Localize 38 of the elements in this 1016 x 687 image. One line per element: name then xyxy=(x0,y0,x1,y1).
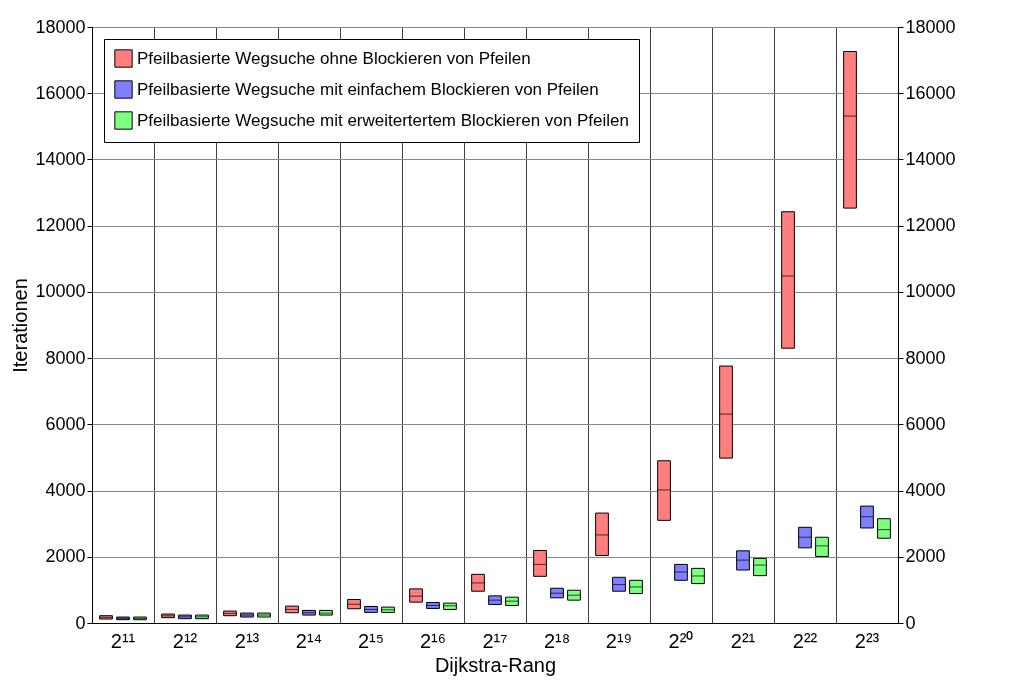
legend-label: Pfeilbasierte Wegsuche mit erweitertertem Blockieren von Pfeilen xyxy=(137,110,629,130)
y2-tick-label: 14000 xyxy=(905,148,956,169)
y-tick-label: 18000 xyxy=(35,16,86,37)
y2-tick-label: 12000 xyxy=(905,215,956,236)
x-tick-label: 2¹⁸ xyxy=(543,629,571,652)
x-tick-label: 2²¹ xyxy=(730,629,756,652)
legend-label: Pfeilbasierte Wegsuche ohne Blockieren von Pfeilen xyxy=(137,48,531,68)
x-tick-label: 2¹² xyxy=(172,629,198,652)
y2-tick-label: 16000 xyxy=(905,82,956,103)
y2-tick-label: 18000 xyxy=(905,16,956,37)
y2-tick-label: 10000 xyxy=(905,281,956,302)
y-tick-label: 0 xyxy=(75,612,86,633)
y2-tick-label: 0 xyxy=(905,612,916,633)
x-tick-label: 2¹⁷ xyxy=(482,629,508,652)
x-tick-label: 2²² xyxy=(792,629,818,652)
y-tick-label: 12000 xyxy=(35,215,86,236)
y2-tick-label: 2000 xyxy=(905,546,946,567)
x-tick-label: 2¹³ xyxy=(234,629,260,652)
x-tick-label: 2²³ xyxy=(854,629,880,652)
y-tick-label: 2000 xyxy=(45,546,86,567)
y2-tick-label: 4000 xyxy=(905,480,946,501)
x-tick-label: 2¹⁵ xyxy=(357,629,385,652)
y-tick-label: 8000 xyxy=(45,347,86,368)
y-tick-label: 4000 xyxy=(45,480,86,501)
y-tick-label: 14000 xyxy=(35,148,86,169)
y-tick-label: 10000 xyxy=(35,281,86,302)
y2-tick-label: 8000 xyxy=(905,347,946,368)
x-tick-label: 2¹⁴ xyxy=(295,629,323,652)
y-axis-title: Iterationen xyxy=(9,278,32,373)
y-tick-label: 16000 xyxy=(35,82,86,103)
legend-label: Pfeilbasierte Wegsuche mit einfachem Blockieren von Pfeilen xyxy=(137,79,599,99)
x-axis-title: Dijkstra-Rang xyxy=(434,653,557,676)
y-tick-label: 6000 xyxy=(45,413,86,434)
x-tick-label: 2¹⁶ xyxy=(419,629,447,652)
y2-tick-label: 6000 xyxy=(905,413,946,434)
x-tick-label: 2¹¹ xyxy=(110,629,136,652)
x-tick-label: 2²⁰ xyxy=(668,629,694,652)
x-tick-label: 2¹⁹ xyxy=(605,629,633,652)
